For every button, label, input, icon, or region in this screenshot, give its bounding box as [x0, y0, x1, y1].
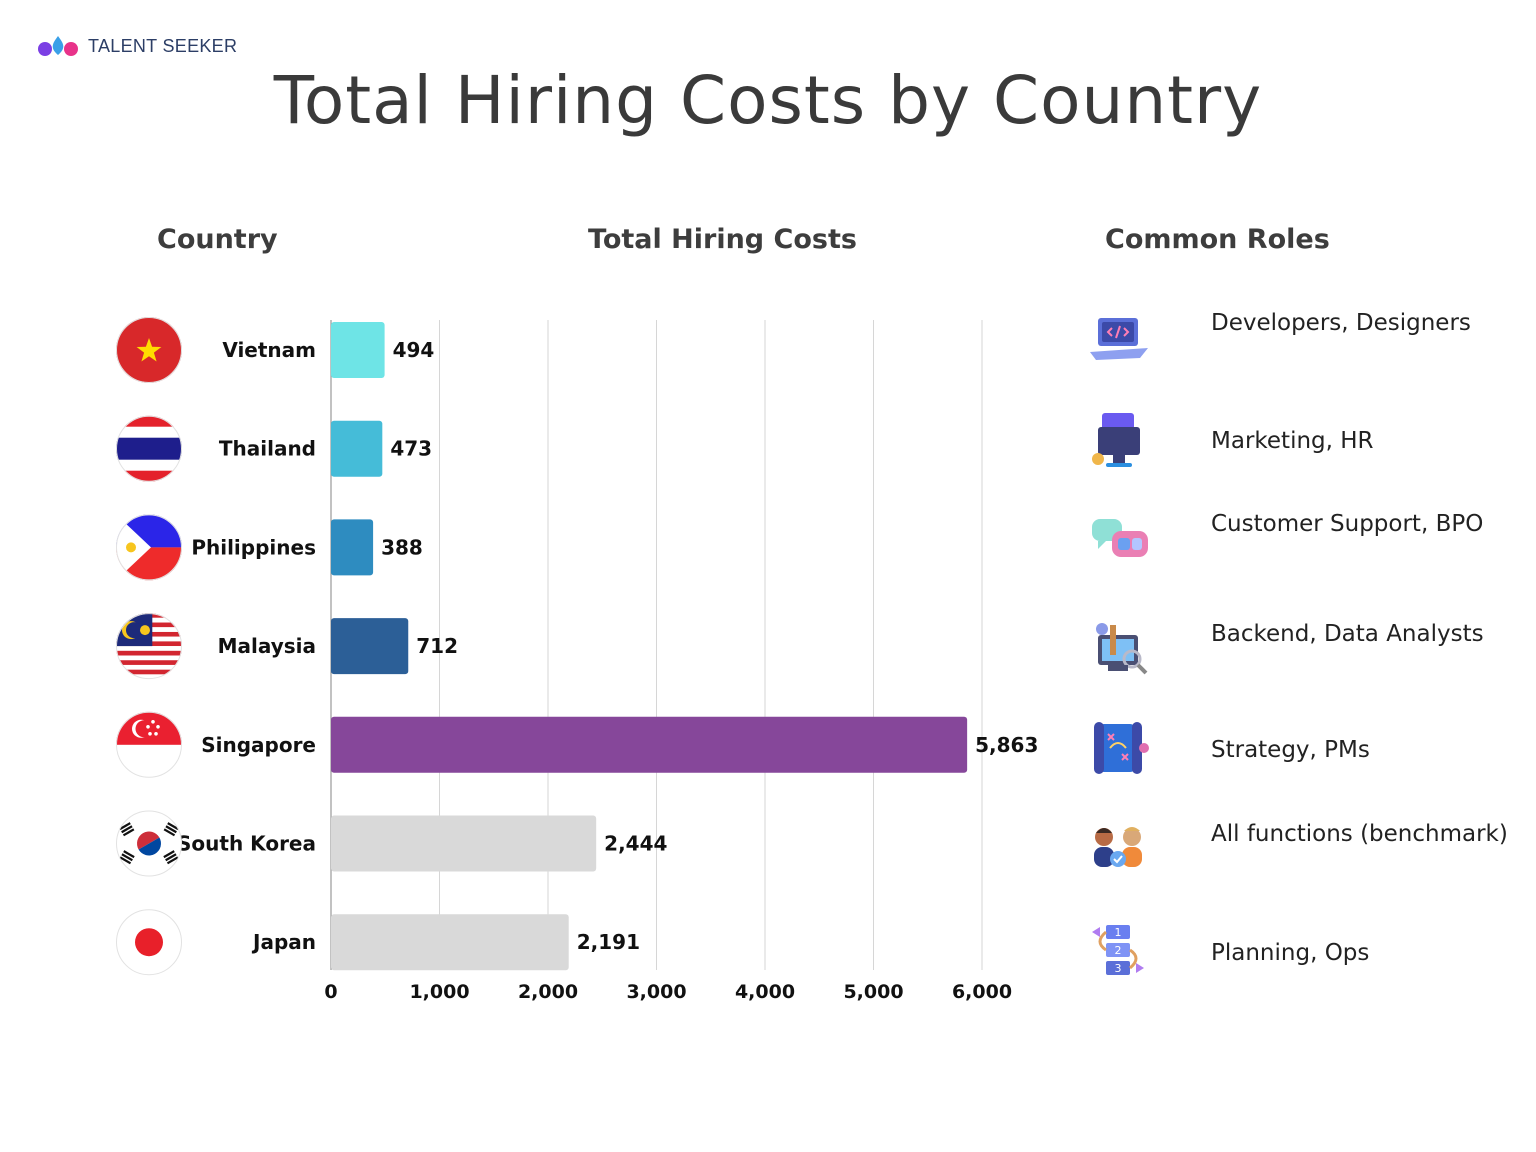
malaysia-flag-icon	[116, 613, 182, 680]
country-label: Thailand	[219, 437, 316, 461]
country-label: Malaysia	[218, 634, 316, 658]
philippines-flag-icon	[116, 514, 182, 581]
role-label: Marketing, HR	[1211, 427, 1374, 454]
brand: TALENT SEEKER	[36, 32, 237, 60]
brand-name: TALENT SEEKER	[88, 35, 238, 56]
x-tick-label: 3,000	[626, 981, 686, 1003]
role-label: Customer Support, BPO	[1211, 511, 1484, 537]
bar-singapore	[331, 716, 968, 773]
country-label: Japan	[251, 930, 316, 954]
bar-malaysia	[331, 618, 409, 675]
data-analysis-icon	[1096, 623, 1148, 675]
costs-column-header: Total Hiring Costs	[588, 224, 857, 255]
chat-bubbles-icon	[1092, 519, 1148, 557]
country-label: Singapore	[201, 733, 316, 757]
bar-value-label: 5,863	[975, 733, 1038, 757]
roles-column-header: Common Roles	[1105, 224, 1330, 255]
page-title: Total Hiring Costs by Country	[273, 62, 1263, 139]
bar-vietnam	[331, 322, 385, 378]
thailand-flag-icon	[116, 415, 182, 482]
vietnam-flag-icon	[116, 317, 182, 383]
people-benchmark-icon	[1094, 827, 1142, 867]
svg-text:2: 2	[1115, 944, 1122, 957]
bar-japan	[331, 914, 569, 971]
bar-value-label: 494	[393, 338, 435, 362]
south-korea-flag-icon	[116, 810, 182, 877]
laptop-code-icon	[1090, 318, 1148, 360]
bar-value-label: 2,444	[604, 832, 667, 856]
x-tick-label: 0	[324, 981, 337, 1003]
role-label: All functions (benchmark)	[1211, 821, 1508, 847]
role-label: Developers, Designers	[1211, 310, 1471, 336]
x-tick-label: 6,000	[952, 981, 1012, 1003]
x-tick-label: 5,000	[843, 981, 903, 1003]
x-tick-label: 4,000	[735, 981, 795, 1003]
bar-value-label: 712	[416, 634, 458, 658]
bar-thailand	[331, 420, 383, 477]
singapore-flag-icon	[116, 711, 182, 778]
bar-value-label: 473	[390, 437, 432, 461]
role-label: Planning, Ops	[1211, 939, 1370, 966]
svg-text:3: 3	[1115, 962, 1122, 975]
bar-philippines	[331, 519, 374, 576]
x-tick-label: 1,000	[409, 981, 469, 1003]
japan-flag-icon	[116, 909, 182, 976]
country-column-header: Country	[157, 224, 278, 255]
country-label: South Korea	[177, 832, 316, 856]
role-label: Strategy, PMs	[1211, 736, 1370, 763]
strategy-map-icon	[1094, 722, 1149, 774]
country-label: Philippines	[191, 535, 316, 559]
bar-value-label: 388	[381, 535, 423, 559]
x-tick-label: 2,000	[518, 981, 578, 1003]
ads-monitor-icon: ADS	[1092, 413, 1140, 467]
svg-text:1: 1	[1115, 926, 1122, 939]
bar-south-korea	[331, 815, 597, 872]
planning-steps-icon: 1 2 3	[1092, 925, 1144, 975]
country-label: Vietnam	[222, 338, 316, 362]
bar-value-label: 2,191	[577, 930, 640, 954]
role-label: Backend, Data Analysts	[1211, 621, 1484, 647]
brand-logo-icon	[38, 36, 78, 56]
